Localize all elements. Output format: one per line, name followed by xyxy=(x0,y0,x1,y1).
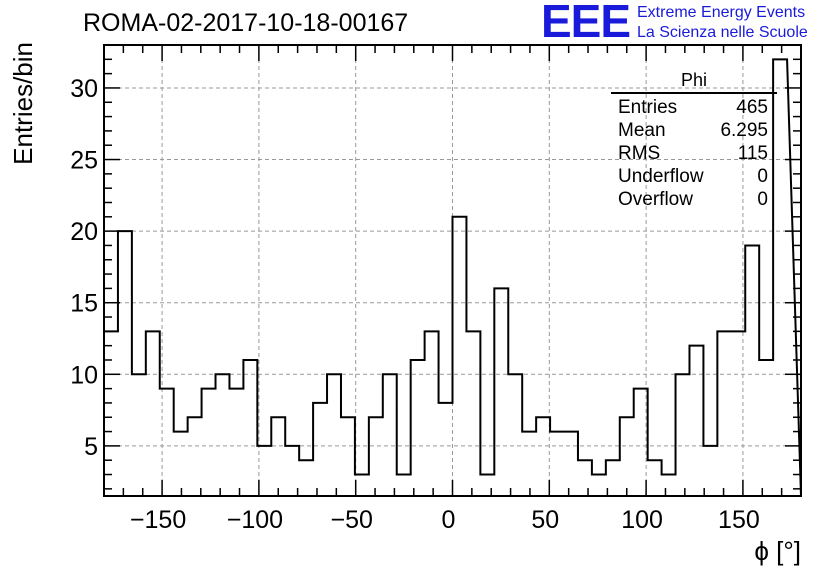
histogram-bin xyxy=(606,460,620,496)
histogram-bin xyxy=(620,417,634,496)
histogram-bin xyxy=(174,432,188,496)
chart-title: ROMA-02-2017-10-18-00167 xyxy=(83,9,409,37)
y-axis-label: Entries/bin xyxy=(8,42,38,165)
x-tick-label: 150 xyxy=(718,506,760,534)
stats-value: 0 xyxy=(757,189,768,210)
histogram-bin xyxy=(285,446,299,496)
histogram-bin xyxy=(634,389,648,496)
y-tick-label: 30 xyxy=(70,75,98,103)
y-tick-label: 5 xyxy=(84,433,98,461)
stats-label: Mean xyxy=(618,120,666,141)
stats-value: 115 xyxy=(737,143,768,164)
histogram-bin xyxy=(648,460,662,496)
stats-row-overflow: Overflow 0 xyxy=(618,188,768,211)
y-tick-label: 20 xyxy=(70,218,98,246)
stats-label: Overflow xyxy=(618,189,693,210)
logo-caption: Extreme Energy Events La Scienza nelle S… xyxy=(637,3,808,43)
histogram-bin xyxy=(578,460,592,496)
histogram-bin xyxy=(257,446,271,496)
histogram-bin xyxy=(299,460,313,496)
histogram-bin xyxy=(411,360,425,496)
histogram-bin xyxy=(271,417,285,496)
histogram-bin xyxy=(188,417,202,496)
stats-value: 6.295 xyxy=(720,120,768,141)
histogram-bin xyxy=(536,417,550,496)
histogram-bin xyxy=(564,432,578,496)
stats-row-entries: Entries 465 xyxy=(618,96,768,119)
histogram-bin xyxy=(466,331,480,496)
histogram-bin xyxy=(355,475,369,496)
x-tick-label: 100 xyxy=(621,506,663,534)
stats-title: Phi xyxy=(611,70,777,94)
histogram-bin xyxy=(369,417,383,496)
histogram-bin xyxy=(118,231,132,496)
histogram-bin xyxy=(508,374,522,496)
histogram-bin xyxy=(759,360,773,496)
stats-box: Phi Entries 465 Mean 6.295 RMS 115 Under… xyxy=(611,70,779,211)
histogram-bin xyxy=(104,331,118,496)
stats-label: RMS xyxy=(618,143,661,164)
x-tick-label: −50 xyxy=(330,506,372,534)
histogram-bin xyxy=(202,389,216,496)
histogram-bin xyxy=(731,331,745,496)
logo-line-1: Extreme Energy Events xyxy=(637,4,806,21)
histogram-bin xyxy=(313,403,327,496)
x-tick-label: −150 xyxy=(130,506,186,534)
histogram-bin xyxy=(327,374,341,496)
y-tick-label: 15 xyxy=(70,290,98,318)
histogram-bin xyxy=(676,374,690,496)
histogram-bin xyxy=(494,288,508,496)
y-tick-label: 25 xyxy=(70,147,98,175)
histogram-bin xyxy=(717,331,731,496)
histogram-bin xyxy=(453,217,467,496)
histogram-bin xyxy=(397,475,411,496)
histogram-bin xyxy=(229,389,243,496)
histogram-bin xyxy=(439,403,453,496)
x-tick-label: 0 xyxy=(442,506,456,534)
x-axis-label: ϕ [°] xyxy=(754,536,801,566)
stats-row-underflow: Underflow 0 xyxy=(618,165,768,188)
stats-value: 465 xyxy=(736,97,768,118)
histogram-series xyxy=(103,58,802,497)
histogram-bin xyxy=(160,389,174,496)
histogram-bin xyxy=(522,432,536,496)
histogram-bin xyxy=(592,475,606,496)
logo-line-2: La Scienza nelle Scuole xyxy=(637,24,808,41)
stats-value: 0 xyxy=(757,166,768,187)
stats-label: Entries xyxy=(618,97,678,118)
histogram-bin xyxy=(550,432,564,496)
histogram-bin xyxy=(243,360,257,496)
x-tick-label: 50 xyxy=(531,506,559,534)
histogram-bin xyxy=(216,374,230,496)
histogram-bin xyxy=(480,475,494,496)
eee-logo: EEE xyxy=(541,0,631,47)
stats-row-mean: Mean 6.295 xyxy=(618,119,768,142)
x-tick-label: −100 xyxy=(227,506,283,534)
histogram-bin xyxy=(341,417,355,496)
stats-label: Underflow xyxy=(618,166,704,187)
histogram-bin xyxy=(745,245,759,496)
stats-row-rms: RMS 115 xyxy=(618,142,768,165)
histogram-bin xyxy=(703,446,717,496)
histogram-bin xyxy=(146,331,160,496)
histogram-bin xyxy=(132,374,146,496)
histogram-bin xyxy=(689,346,703,496)
histogram-bin xyxy=(383,374,397,496)
histogram-bin xyxy=(662,475,676,496)
histogram-bin xyxy=(425,331,439,496)
y-tick-label: 10 xyxy=(70,361,98,389)
